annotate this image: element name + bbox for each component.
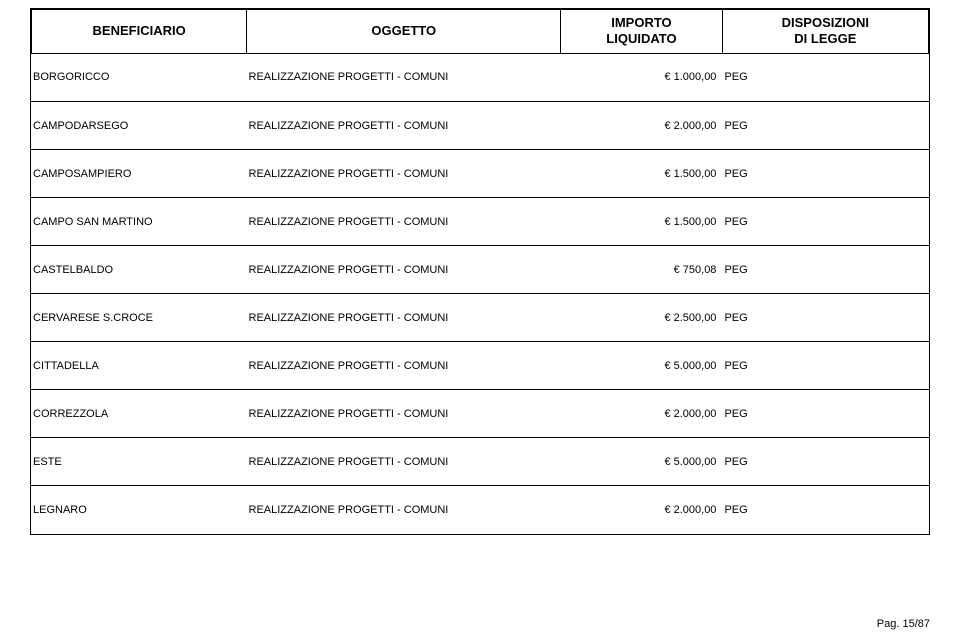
cell-disposizioni: PEG	[722, 438, 929, 486]
header-oggetto: OGGETTO	[247, 10, 561, 54]
cell-beneficiario: BORGORICCO	[31, 54, 247, 102]
cell-beneficiario: CERVARESE S.CROCE	[31, 294, 247, 342]
cell-importo: € 2.000,00	[561, 390, 723, 438]
cell-oggetto: REALIZZAZIONE PROGETTI - COMUNI	[247, 438, 561, 486]
cell-beneficiario: CASTELBALDO	[31, 246, 247, 294]
cell-oggetto: REALIZZAZIONE PROGETTI - COMUNI	[247, 198, 561, 246]
table-row: BORGORICCO REALIZZAZIONE PROGETTI - COMU…	[31, 54, 929, 102]
cell-beneficiario: LEGNARO	[31, 486, 247, 534]
cell-oggetto: REALIZZAZIONE PROGETTI - COMUNI	[247, 486, 561, 534]
header-row: BENEFICIARIO OGGETTO IMPORTO LIQUIDATO D…	[32, 10, 929, 54]
cell-importo: € 1.000,00	[561, 54, 723, 102]
cell-importo: € 2.000,00	[561, 102, 723, 150]
table-container: BENEFICIARIO OGGETTO IMPORTO LIQUIDATO D…	[30, 8, 930, 535]
header-beneficiario: BENEFICIARIO	[32, 10, 247, 54]
cell-disposizioni: PEG	[722, 294, 929, 342]
cell-disposizioni: PEG	[722, 102, 929, 150]
header-disposizioni: DISPOSIZIONI DI LEGGE	[722, 10, 928, 54]
cell-beneficiario: CAMPODARSEGO	[31, 102, 247, 150]
header-importo-line2: LIQUIDATO	[606, 31, 676, 46]
cell-beneficiario: CITTADELLA	[31, 342, 247, 390]
header-disposizioni-line1: DISPOSIZIONI	[782, 15, 869, 30]
cell-importo: € 2.000,00	[561, 486, 723, 534]
table-row: CAMPOSAMPIERO REALIZZAZIONE PROGETTI - C…	[31, 150, 929, 198]
cell-importo: € 1.500,00	[561, 150, 723, 198]
data-table: BORGORICCO REALIZZAZIONE PROGETTI - COMU…	[31, 54, 929, 534]
cell-oggetto: REALIZZAZIONE PROGETTI - COMUNI	[247, 294, 561, 342]
cell-importo: € 5.000,00	[561, 438, 723, 486]
cell-oggetto: REALIZZAZIONE PROGETTI - COMUNI	[247, 246, 561, 294]
cell-importo: € 1.500,00	[561, 198, 723, 246]
table-row: ESTE REALIZZAZIONE PROGETTI - COMUNI € 5…	[31, 438, 929, 486]
cell-beneficiario: CAMPOSAMPIERO	[31, 150, 247, 198]
header-importo: IMPORTO LIQUIDATO	[561, 10, 722, 54]
table-row: CASTELBALDO REALIZZAZIONE PROGETTI - COM…	[31, 246, 929, 294]
cell-disposizioni: PEG	[722, 342, 929, 390]
cell-disposizioni: PEG	[722, 390, 929, 438]
table-body: BORGORICCO REALIZZAZIONE PROGETTI - COMU…	[31, 54, 929, 534]
cell-disposizioni: PEG	[722, 150, 929, 198]
cell-disposizioni: PEG	[722, 246, 929, 294]
cell-oggetto: REALIZZAZIONE PROGETTI - COMUNI	[247, 102, 561, 150]
cell-oggetto: REALIZZAZIONE PROGETTI - COMUNI	[247, 54, 561, 102]
cell-importo: € 5.000,00	[561, 342, 723, 390]
cell-disposizioni: PEG	[722, 54, 929, 102]
table-row: CITTADELLA REALIZZAZIONE PROGETTI - COMU…	[31, 342, 929, 390]
cell-oggetto: REALIZZAZIONE PROGETTI - COMUNI	[247, 342, 561, 390]
cell-oggetto: REALIZZAZIONE PROGETTI - COMUNI	[247, 150, 561, 198]
cell-beneficiario: CAMPO SAN MARTINO	[31, 198, 247, 246]
cell-oggetto: REALIZZAZIONE PROGETTI - COMUNI	[247, 390, 561, 438]
table-row: LEGNARO REALIZZAZIONE PROGETTI - COMUNI …	[31, 486, 929, 534]
page-footer: Pag. 15/87	[877, 618, 930, 630]
cell-importo: € 2.500,00	[561, 294, 723, 342]
cell-beneficiario: CORREZZOLA	[31, 390, 247, 438]
cell-disposizioni: PEG	[722, 486, 929, 534]
table-row: CAMPO SAN MARTINO REALIZZAZIONE PROGETTI…	[31, 198, 929, 246]
cell-beneficiario: ESTE	[31, 438, 247, 486]
table-row: CORREZZOLA REALIZZAZIONE PROGETTI - COMU…	[31, 390, 929, 438]
page: BENEFICIARIO OGGETTO IMPORTO LIQUIDATO D…	[0, 0, 960, 640]
table-row: CAMPODARSEGO REALIZZAZIONE PROGETTI - CO…	[31, 102, 929, 150]
cell-disposizioni: PEG	[722, 198, 929, 246]
header-importo-line1: IMPORTO	[611, 15, 671, 30]
table-row: CERVARESE S.CROCE REALIZZAZIONE PROGETTI…	[31, 294, 929, 342]
header-disposizioni-line2: DI LEGGE	[794, 31, 856, 46]
cell-importo: € 750,08	[561, 246, 723, 294]
table-header: BENEFICIARIO OGGETTO IMPORTO LIQUIDATO D…	[31, 9, 929, 54]
